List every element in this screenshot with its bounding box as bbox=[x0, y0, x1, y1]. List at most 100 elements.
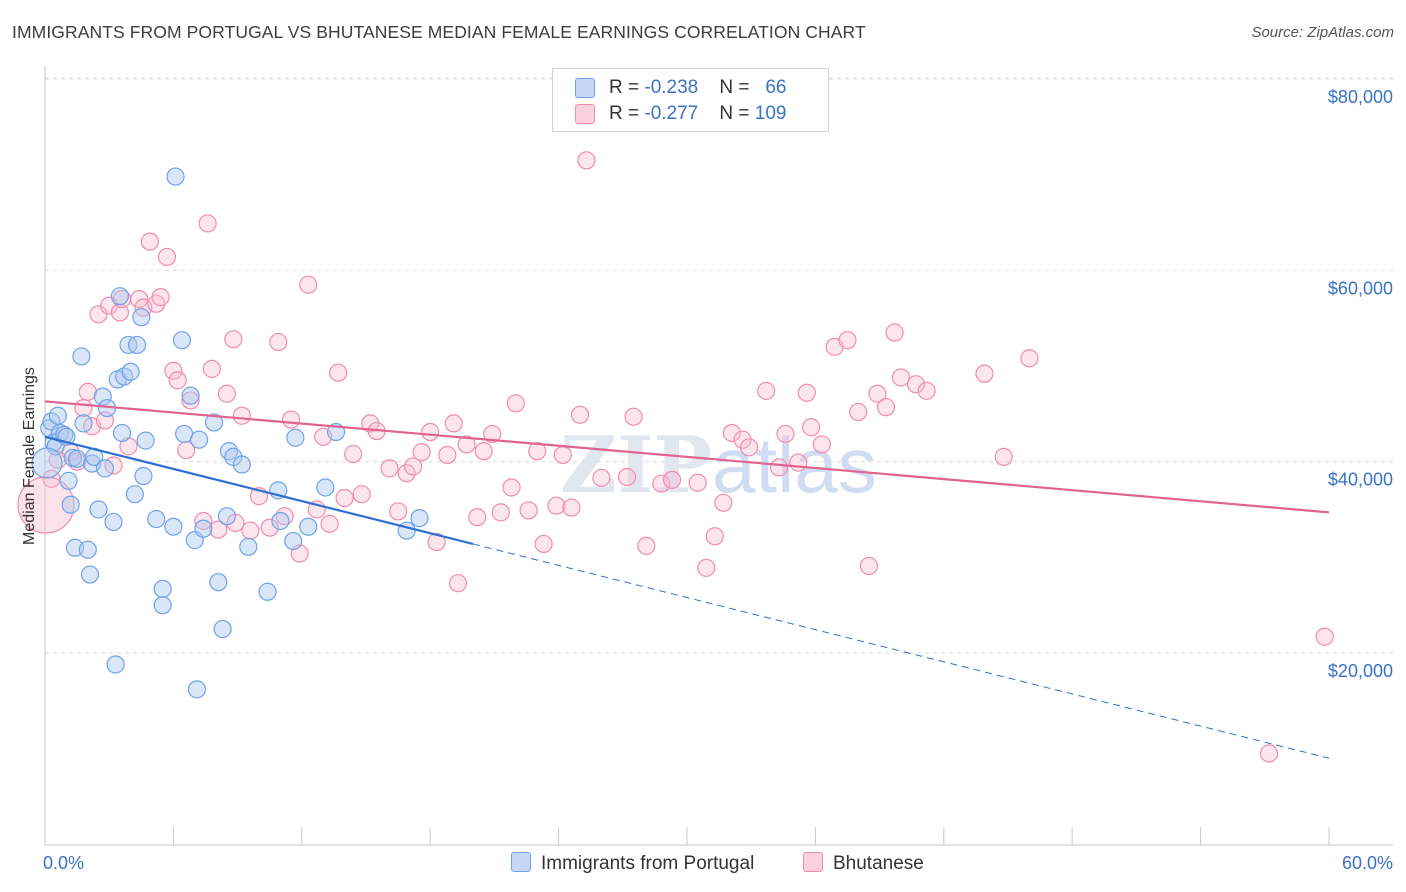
bottom-legend-swatch-portugal bbox=[511, 852, 531, 872]
portugal-point bbox=[136, 431, 155, 450]
y-axis-title: Median Female Earnings bbox=[21, 367, 38, 545]
bhutanese-point bbox=[140, 232, 159, 251]
bottom-legend-portugal: Immigrants from Portugal bbox=[511, 852, 754, 875]
bhutanese-point bbox=[662, 470, 682, 489]
bhutanese-point bbox=[885, 323, 904, 342]
portugal-point bbox=[132, 308, 151, 327]
bhutanese-point bbox=[151, 288, 170, 307]
portugal-point bbox=[187, 680, 207, 699]
portugal-point bbox=[93, 387, 112, 406]
portugal-point bbox=[181, 386, 200, 405]
portugal-point bbox=[78, 540, 97, 559]
portugal-point bbox=[95, 459, 115, 478]
bhutanese-point bbox=[474, 442, 493, 461]
bhutanese-point bbox=[389, 502, 408, 521]
bhutanese-point bbox=[202, 359, 222, 378]
bhutanese-point bbox=[849, 402, 868, 422]
portugal-point bbox=[61, 495, 80, 514]
bhutanese-point bbox=[617, 467, 637, 487]
bhutanese-point bbox=[352, 485, 371, 504]
portugal-point bbox=[189, 430, 209, 449]
bhutanese-point bbox=[232, 406, 251, 425]
portugal-point bbox=[164, 517, 183, 536]
bhutanese-point bbox=[547, 496, 566, 515]
bhutanese-point bbox=[688, 473, 707, 492]
bhutanese-point bbox=[562, 498, 581, 517]
y-tick-labels: $20,000 $40,000 $60,000 $80,000 bbox=[1328, 87, 1393, 681]
portugal-point bbox=[67, 449, 87, 468]
portugal-point bbox=[80, 565, 100, 584]
chart-source: Source: ZipAtlas.com bbox=[1251, 24, 1394, 41]
portugal-point bbox=[258, 582, 277, 601]
portugal-point bbox=[397, 521, 416, 540]
bhutanese-point bbox=[975, 364, 994, 383]
portugal-point bbox=[127, 335, 147, 355]
axes bbox=[44, 66, 1393, 846]
bhutanese-point bbox=[282, 410, 301, 429]
bhutanese-point bbox=[78, 382, 97, 401]
bottom-legend-bhutanese: Bhutanese bbox=[803, 852, 924, 875]
bhutanese-point bbox=[917, 381, 936, 400]
portugal-point bbox=[213, 619, 232, 639]
bhutanese-point bbox=[380, 459, 399, 478]
bhutanese-point bbox=[335, 488, 354, 508]
bhutanese-point bbox=[157, 247, 177, 267]
bhutanese-point bbox=[130, 289, 149, 309]
bhutanese-point bbox=[891, 368, 911, 387]
legend: R = -0.238 N = 66 R = -0.277 N = 109 bbox=[552, 68, 829, 132]
portugal-point bbox=[110, 287, 130, 306]
portugal-point bbox=[153, 596, 172, 615]
bhutanese-point bbox=[421, 422, 440, 442]
bottom-legend-swatch-bhutanese bbox=[803, 852, 823, 872]
bhutanese-point bbox=[838, 331, 857, 350]
portugal-point bbox=[48, 406, 67, 425]
bhutanese-point bbox=[320, 514, 339, 533]
bhutanese-point bbox=[789, 453, 808, 472]
legend-n-label: N = bbox=[719, 103, 755, 124]
portugal-point bbox=[232, 455, 251, 474]
portugal-point bbox=[172, 331, 192, 350]
portugal-point bbox=[147, 509, 166, 529]
bhutanese-point bbox=[198, 214, 217, 233]
bhutanese-point bbox=[624, 407, 643, 426]
bottom-legend-label-bhutanese: Bhutanese bbox=[833, 853, 924, 874]
bhutanese-point bbox=[491, 503, 510, 522]
bhutanese-point bbox=[444, 414, 463, 433]
portugal-point bbox=[104, 512, 123, 532]
bhutanese-point bbox=[299, 275, 318, 294]
bhutanese-point bbox=[876, 398, 896, 417]
bhutanese-point bbox=[241, 521, 260, 540]
bhutanese-point bbox=[553, 445, 572, 465]
bhutanese-point bbox=[457, 435, 476, 454]
portugal-point bbox=[74, 414, 93, 433]
bhutanese-point bbox=[697, 558, 716, 577]
portugal-point bbox=[239, 537, 258, 556]
bottom-legend-label-portugal: Immigrants from Portugal bbox=[541, 853, 755, 874]
watermark-zip: ZIP bbox=[560, 420, 712, 511]
legend-n-label: N = bbox=[719, 77, 755, 98]
bhutanese-point bbox=[868, 384, 887, 403]
bhutanese-point bbox=[194, 511, 213, 531]
portugal-point bbox=[286, 428, 305, 447]
bhutanese-point bbox=[534, 534, 553, 554]
y-tick-label: $20,000 bbox=[1328, 661, 1393, 681]
y-tick-label: $40,000 bbox=[1328, 470, 1393, 490]
bhutanese-point bbox=[412, 443, 431, 462]
bhutanese-trend-line bbox=[44, 400, 1330, 514]
x-tick-label-max: 60.0% bbox=[1342, 853, 1393, 873]
legend-r-label: R = bbox=[609, 103, 645, 124]
portugal-points bbox=[31, 167, 429, 699]
bhutanese-point bbox=[448, 574, 468, 593]
bhutanese-point bbox=[397, 464, 416, 483]
bhutanese-point bbox=[217, 384, 236, 403]
legend-swatch-portugal bbox=[575, 78, 595, 98]
portugal-point-large bbox=[31, 447, 63, 479]
bhutanese-point bbox=[269, 332, 288, 352]
bhutanese-point bbox=[528, 442, 547, 461]
portugal-trend-line-extrapolated bbox=[472, 543, 1330, 759]
bhutanese-point bbox=[181, 391, 200, 410]
bhutanese-point bbox=[209, 520, 228, 539]
bhutanese-point bbox=[739, 438, 759, 457]
bhutanese-point bbox=[592, 468, 611, 488]
bhutanese-point bbox=[468, 508, 487, 527]
